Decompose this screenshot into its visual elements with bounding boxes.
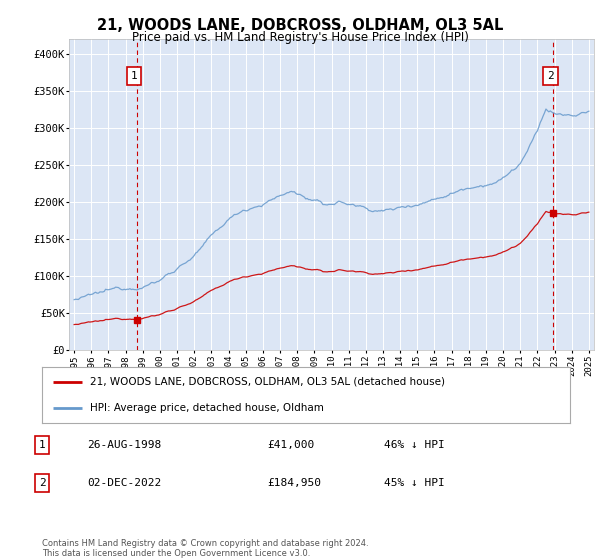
Text: 02-DEC-2022: 02-DEC-2022 [87,478,161,488]
Text: 26-AUG-1998: 26-AUG-1998 [87,440,161,450]
Text: 2: 2 [38,478,46,488]
Text: Price paid vs. HM Land Registry's House Price Index (HPI): Price paid vs. HM Land Registry's House … [131,31,469,44]
Text: 1: 1 [38,440,46,450]
Text: £41,000: £41,000 [267,440,314,450]
Text: 46% ↓ HPI: 46% ↓ HPI [384,440,445,450]
Text: HPI: Average price, detached house, Oldham: HPI: Average price, detached house, Oldh… [89,403,323,413]
Text: 21, WOODS LANE, DOBCROSS, OLDHAM, OL3 5AL: 21, WOODS LANE, DOBCROSS, OLDHAM, OL3 5A… [97,18,503,33]
Text: 45% ↓ HPI: 45% ↓ HPI [384,478,445,488]
Text: 21, WOODS LANE, DOBCROSS, OLDHAM, OL3 5AL (detached house): 21, WOODS LANE, DOBCROSS, OLDHAM, OL3 5A… [89,377,445,387]
Text: Contains HM Land Registry data © Crown copyright and database right 2024.
This d: Contains HM Land Registry data © Crown c… [42,539,368,558]
Text: 2: 2 [547,71,554,81]
Text: £184,950: £184,950 [267,478,321,488]
Text: 1: 1 [131,71,137,81]
